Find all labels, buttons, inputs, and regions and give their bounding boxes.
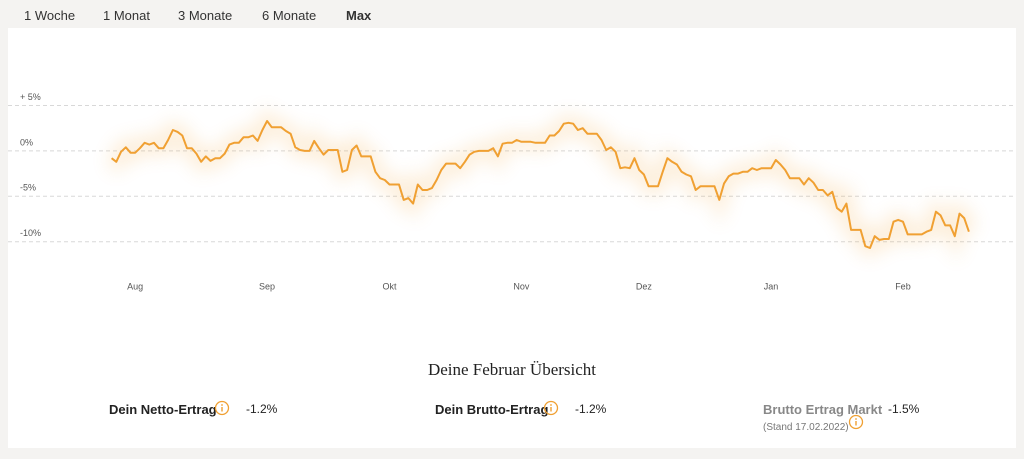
x-tick-label: Jan xyxy=(764,281,779,291)
x-tick-label: Dez xyxy=(636,281,653,291)
item-value: -1.2% xyxy=(575,402,607,416)
tab[interactable]: 3 Monate xyxy=(178,8,233,23)
summary-title: Deine Februar Übersicht xyxy=(427,360,597,379)
tab[interactable]: 1 Woche xyxy=(24,8,76,23)
summary-item: Dein Netto-Ertrag -1.2% xyxy=(109,400,277,417)
card xyxy=(8,28,1016,448)
x-tick-label: Nov xyxy=(513,281,530,291)
item-note: (Stand 17.02.2022) xyxy=(763,422,849,433)
info-icon[interactable] xyxy=(214,400,230,416)
item-value: -1.5% xyxy=(888,402,920,416)
info-icon[interactable] xyxy=(543,400,559,416)
x-tick-label: Aug xyxy=(127,281,143,291)
summary-item: Brutto Ertrag Markt -1.5% (Stand 17.02.2… xyxy=(763,402,919,433)
y-tick-label: 0% xyxy=(20,137,33,147)
item-value: -1.2% xyxy=(246,402,278,416)
item-label: Brutto Ertrag Markt xyxy=(763,402,883,417)
tab[interactable]: 6 Monate xyxy=(262,8,317,23)
info-icon[interactable] xyxy=(848,414,864,430)
line xyxy=(110,120,970,249)
y-tick-label: -5% xyxy=(20,183,36,193)
summary-item: Dein Brutto-Ertrag -1.2% xyxy=(435,400,606,417)
y-tick-label: + 5% xyxy=(20,92,41,102)
x-tick-label: Okt xyxy=(383,281,398,291)
item-label: Dein Brutto-Ertrag xyxy=(435,402,549,417)
chart: + 5% 0% -5% -10% Aug Sep Okt Nov Dez Jan Feb xyxy=(8,92,1016,291)
x-tick-label: Feb xyxy=(895,281,911,291)
tab[interactable]: 1 Monat xyxy=(103,8,150,23)
y-tick-label: -10% xyxy=(20,228,41,238)
x-tick-label: Sep xyxy=(259,281,275,291)
item-label: Dein Netto-Ertrag xyxy=(109,402,217,417)
tab-bar: 1 Woche 1 Monat 3 Monate 6 Monate Max xyxy=(0,0,1024,31)
